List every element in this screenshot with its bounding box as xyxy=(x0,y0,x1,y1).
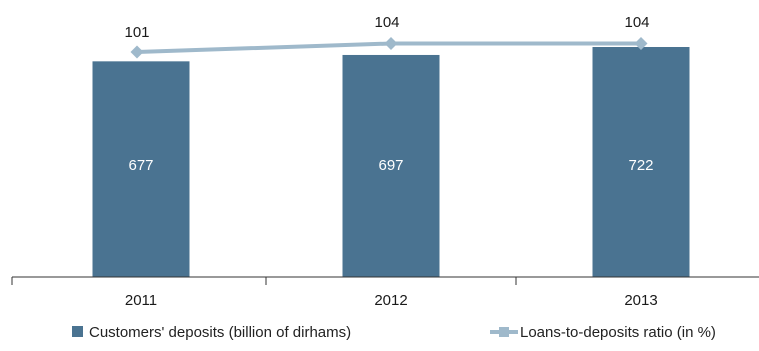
ratio-value-label-2013: 104 xyxy=(624,14,649,31)
ratio-marker-2011 xyxy=(130,45,144,59)
x-tick-label-2013: 2013 xyxy=(624,292,657,309)
bar-value-label-2013: 722 xyxy=(628,157,653,174)
bar-2012 xyxy=(342,54,440,277)
bar-2011 xyxy=(92,61,190,278)
ratio-value-label-2012: 104 xyxy=(374,14,399,31)
ratio-marker-2013 xyxy=(634,37,648,50)
bar-2013 xyxy=(592,47,690,277)
bar-labels-layer: 677 697 722 xyxy=(128,157,653,174)
bars-layer xyxy=(92,47,690,278)
legend: Customers' deposits (billion of dirhams)… xyxy=(72,324,716,341)
x-tick-label-2011: 2011 xyxy=(125,292,157,309)
legend-swatch-deposits xyxy=(72,326,83,337)
x-axis: 2011 2012 2013 xyxy=(11,276,759,309)
legend-label-ratio: Loans-to-deposits ratio (in %) xyxy=(520,324,716,341)
ratio-marker-2012 xyxy=(384,37,398,50)
bar-value-label-2011: 677 xyxy=(128,157,153,174)
bar-value-label-2012: 697 xyxy=(378,157,403,174)
legend-swatch-ratio-marker xyxy=(499,327,509,337)
ratio-value-label-2011: 101 xyxy=(124,24,149,41)
legend-label-deposits: Customers' deposits (billion of dirhams) xyxy=(89,324,351,341)
x-tick-label-2012: 2012 xyxy=(374,292,407,309)
line-layer: 101 104 104 xyxy=(124,14,650,59)
